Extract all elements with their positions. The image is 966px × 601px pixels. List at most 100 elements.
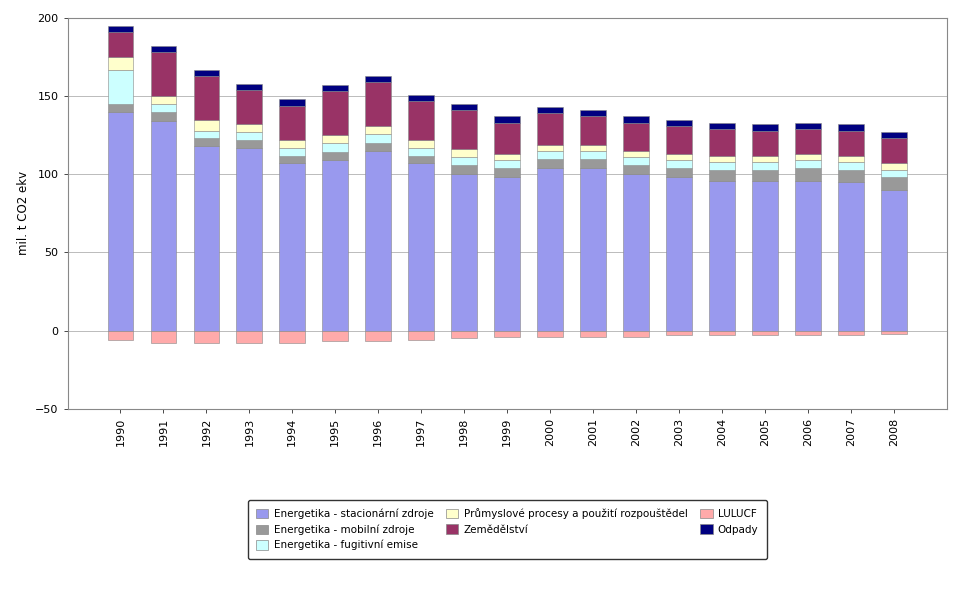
Bar [795,168,821,180]
Bar [323,91,348,135]
Bar [581,168,606,331]
Bar [193,76,219,120]
Bar [495,331,520,337]
Bar [107,331,133,340]
Bar [623,117,649,123]
Bar [709,129,735,156]
Bar [795,154,821,160]
Bar [193,138,219,146]
Bar [151,104,177,112]
Bar [495,117,520,123]
Bar [151,52,177,96]
Bar [537,159,563,168]
Bar [838,169,864,182]
Bar [709,162,735,169]
Bar [451,331,477,338]
Bar [838,124,864,130]
Bar [667,120,692,126]
Bar [881,138,907,163]
Bar [279,106,305,140]
Bar [451,149,477,157]
Bar [451,157,477,165]
Bar [795,180,821,331]
Bar [323,143,348,153]
Bar [279,163,305,331]
Bar [107,70,133,104]
Bar [495,154,520,160]
Bar [365,331,391,341]
Bar [709,180,735,331]
Bar [409,156,434,163]
Bar [323,135,348,143]
Bar [709,156,735,162]
Bar [151,121,177,331]
Bar [753,180,778,331]
Bar [537,145,563,151]
Bar [795,331,821,335]
Bar [279,140,305,148]
Bar [709,331,735,335]
Bar [709,123,735,129]
Bar [237,331,262,343]
Bar [151,331,177,343]
Legend: Energetika - stacionární zdroje, Energetika - mobilní zdroje, Energetika - fugit: Energetika - stacionární zdroje, Energet… [247,500,767,559]
Y-axis label: mil. t CO2 ekv: mil. t CO2 ekv [16,171,30,255]
Bar [409,140,434,148]
Bar [409,163,434,331]
Bar [581,117,606,145]
Bar [537,168,563,331]
Bar [365,143,391,151]
Bar [107,104,133,112]
Bar [151,112,177,121]
Bar [881,169,907,177]
Bar [365,151,391,331]
Bar [753,130,778,156]
Bar [623,151,649,157]
Bar [881,163,907,169]
Bar [451,174,477,331]
Bar [581,110,606,117]
Bar [323,85,348,91]
Bar [193,331,219,343]
Bar [279,148,305,156]
Bar [495,168,520,177]
Bar [623,331,649,337]
Bar [537,107,563,114]
Bar [753,331,778,335]
Bar [623,174,649,331]
Bar [667,160,692,168]
Bar [795,129,821,154]
Bar [151,46,177,52]
Bar [838,331,864,335]
Bar [409,331,434,340]
Bar [581,159,606,168]
Bar [838,130,864,156]
Bar [193,120,219,130]
Bar [795,123,821,129]
Bar [365,126,391,133]
Bar [881,190,907,331]
Bar [709,169,735,180]
Bar [623,165,649,174]
Bar [881,177,907,190]
Bar [581,145,606,151]
Bar [409,94,434,101]
Bar [753,162,778,169]
Bar [881,132,907,138]
Bar [537,151,563,159]
Bar [881,331,907,334]
Bar [237,124,262,132]
Bar [451,165,477,174]
Bar [279,99,305,106]
Bar [753,124,778,130]
Bar [365,76,391,82]
Bar [237,140,262,148]
Bar [323,160,348,331]
Bar [495,177,520,331]
Bar [838,182,864,331]
Bar [323,153,348,160]
Bar [107,57,133,70]
Bar [623,123,649,151]
Bar [451,104,477,110]
Bar [623,157,649,165]
